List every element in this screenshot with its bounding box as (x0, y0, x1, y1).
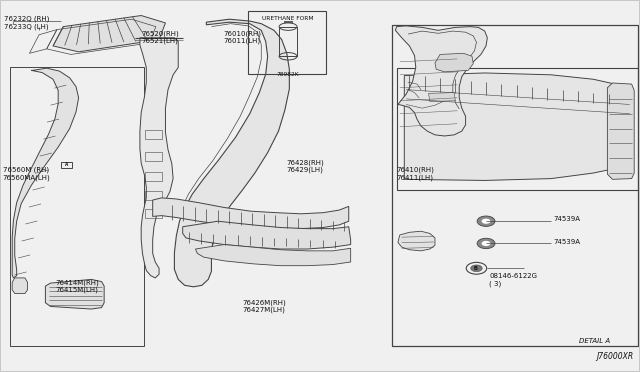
Polygon shape (12, 278, 28, 294)
Polygon shape (12, 68, 79, 278)
Text: DETAIL A: DETAIL A (579, 337, 610, 343)
Text: 76428(RH)
76429(LH): 76428(RH) 76429(LH) (287, 159, 324, 173)
Text: 78982K: 78982K (276, 72, 300, 77)
Text: 76560M (RH)
76560MA(LH): 76560M (RH) 76560MA(LH) (3, 167, 51, 181)
Text: A: A (65, 162, 68, 167)
Polygon shape (53, 16, 166, 52)
Circle shape (477, 216, 495, 227)
Circle shape (481, 219, 490, 224)
Polygon shape (45, 279, 104, 309)
Text: 74539A: 74539A (553, 239, 580, 245)
Circle shape (470, 265, 482, 272)
Text: 76520(RH)
76521(LH): 76520(RH) 76521(LH) (141, 31, 179, 44)
Polygon shape (429, 93, 456, 102)
Text: 76410(RH)
76411(LH): 76410(RH) 76411(LH) (397, 167, 435, 181)
Text: B: B (474, 266, 477, 271)
Polygon shape (174, 19, 289, 287)
Text: 08146-6122G
( 3): 08146-6122G ( 3) (489, 273, 537, 286)
Polygon shape (404, 73, 632, 180)
Polygon shape (396, 26, 487, 136)
Text: 76232Q (RH)
76233Q (LH): 76232Q (RH) 76233Q (LH) (4, 16, 49, 29)
Text: 76414M(RH)
76415M(LH): 76414M(RH) 76415M(LH) (55, 279, 99, 294)
Polygon shape (182, 221, 351, 249)
Polygon shape (398, 231, 435, 251)
Circle shape (481, 241, 490, 246)
Polygon shape (140, 38, 178, 278)
Polygon shape (195, 244, 351, 266)
Text: 76426M(RH)
76427M(LH): 76426M(RH) 76427M(LH) (242, 299, 286, 313)
Circle shape (477, 238, 495, 248)
Text: URETHANE FORM: URETHANE FORM (262, 16, 314, 20)
Text: J76000XR: J76000XR (596, 352, 633, 361)
Polygon shape (153, 198, 349, 229)
Polygon shape (607, 83, 634, 179)
Polygon shape (435, 53, 473, 72)
Text: 74539A: 74539A (553, 216, 580, 222)
Text: 76010(RH)
76011(LH): 76010(RH) 76011(LH) (223, 31, 261, 44)
